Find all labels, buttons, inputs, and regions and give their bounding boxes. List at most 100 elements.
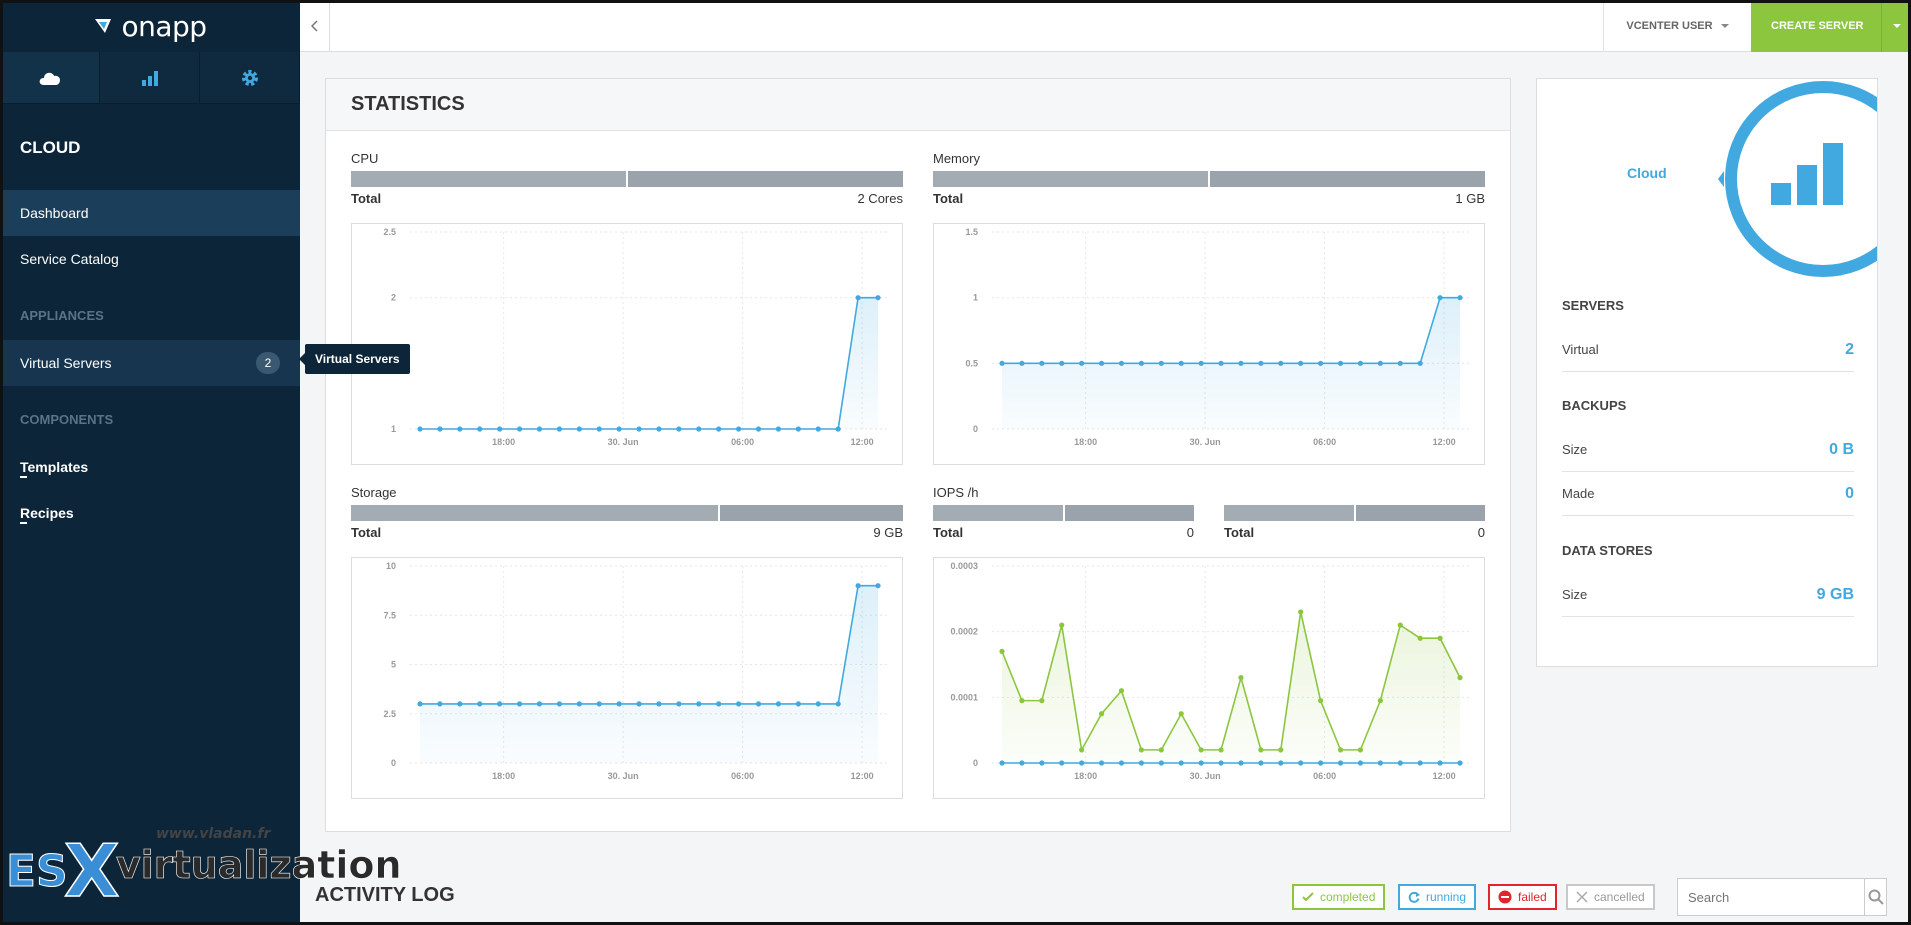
x-tick-label: 06:00 bbox=[1313, 437, 1336, 447]
tab-settings[interactable] bbox=[200, 52, 300, 103]
data-point bbox=[1098, 760, 1105, 766]
data-point bbox=[437, 426, 443, 432]
create-server-dropdown[interactable] bbox=[1881, 0, 1911, 52]
create-server-button[interactable]: CREATE SERVER bbox=[1751, 0, 1911, 52]
x-tick-label: 12:00 bbox=[851, 437, 874, 447]
data-point bbox=[1039, 698, 1045, 704]
x-tick-label: 18:00 bbox=[492, 771, 515, 781]
data-point bbox=[676, 701, 682, 707]
sidebar-item-templates[interactable]: Templates bbox=[0, 444, 300, 490]
backups-size-label: Size bbox=[1562, 442, 1588, 457]
data-point bbox=[1138, 760, 1144, 766]
sidebar: onapp CLOUD Dashboard Service Catalog bbox=[0, 0, 300, 925]
minus-circle-icon bbox=[1498, 890, 1512, 904]
filter-cancelled[interactable]: cancelled bbox=[1566, 884, 1655, 910]
data-point bbox=[1039, 360, 1045, 366]
data-point bbox=[1357, 360, 1364, 366]
sidebar-item-virtual-servers[interactable]: Virtual Servers 2 bbox=[0, 340, 300, 386]
logo[interactable]: onapp bbox=[0, 0, 300, 52]
search-button[interactable] bbox=[1864, 879, 1886, 915]
data-point bbox=[417, 426, 423, 432]
data-point bbox=[1357, 747, 1364, 753]
tab-cloud[interactable] bbox=[0, 52, 100, 103]
iops-write-value: 0 bbox=[1477, 525, 1485, 540]
sidebar-item-label: Dashboard bbox=[20, 205, 89, 221]
sidebar-item-label: Templates bbox=[20, 459, 89, 475]
y-tick-label: 0.0002 bbox=[950, 627, 978, 637]
x-tick-label: 18:00 bbox=[1074, 771, 1097, 781]
data-point bbox=[999, 360, 1005, 366]
y-tick-label: 5 bbox=[391, 660, 396, 670]
data-point bbox=[835, 701, 841, 707]
data-point bbox=[1337, 360, 1344, 366]
filter-running[interactable]: running bbox=[1398, 884, 1477, 910]
backups-size-row: Size 0 B bbox=[1562, 428, 1854, 472]
x-tick-label: 12:00 bbox=[851, 771, 874, 781]
series-line bbox=[420, 584, 878, 705]
data-point bbox=[1298, 609, 1304, 615]
x-tick-label: 18:00 bbox=[492, 437, 515, 447]
data-point bbox=[536, 701, 543, 707]
summary-label: Cloud bbox=[1627, 165, 1667, 181]
x-tick-label: 18:00 bbox=[1074, 437, 1097, 447]
data-point bbox=[835, 426, 841, 432]
bar-chart-icon bbox=[141, 70, 158, 86]
memory-title: Memory bbox=[933, 151, 980, 166]
iops-read-bar bbox=[933, 505, 1194, 521]
watermark-logo: www.vladan.fr ES X virtualization bbox=[6, 826, 402, 902]
data-point bbox=[1417, 760, 1423, 766]
servers-virtual-row[interactable]: Virtual 2 bbox=[1562, 328, 1854, 372]
servers-virtual-label: Virtual bbox=[1562, 342, 1599, 357]
chevron-left-icon bbox=[310, 20, 318, 32]
series-area bbox=[1002, 611, 1460, 763]
data-point bbox=[1079, 747, 1085, 753]
x-tick-label: 30. Jun bbox=[1190, 437, 1221, 447]
cpu-usage-bar bbox=[351, 171, 903, 187]
cpu-total-value: 2 Cores bbox=[857, 191, 903, 206]
y-tick-label: 1 bbox=[973, 293, 978, 303]
data-point bbox=[1118, 688, 1125, 694]
sidebar-item-dashboard[interactable]: Dashboard bbox=[0, 190, 300, 236]
x-tick-label: 30. Jun bbox=[608, 771, 639, 781]
series-line bbox=[1001, 611, 1461, 753]
data-point bbox=[1238, 675, 1244, 681]
filter-completed[interactable]: completed bbox=[1292, 884, 1386, 910]
filter-label: running bbox=[1426, 890, 1467, 904]
data-point bbox=[875, 295, 881, 301]
data-point bbox=[1457, 675, 1463, 681]
data-point bbox=[536, 426, 543, 432]
sidebar-item-service-catalog[interactable]: Service Catalog bbox=[0, 236, 300, 282]
y-tick-label: 2.5 bbox=[383, 227, 396, 237]
data-point bbox=[1337, 747, 1344, 753]
statistics-title: STATISTICS bbox=[326, 79, 1510, 131]
tab-statistics[interactable] bbox=[100, 52, 200, 103]
datastores-size-row: Size 9 GB bbox=[1562, 573, 1854, 617]
filter-label: completed bbox=[1320, 890, 1376, 904]
data-point bbox=[477, 426, 483, 432]
y-tick-label: 10 bbox=[386, 561, 396, 571]
filter-failed[interactable]: failed bbox=[1488, 884, 1557, 910]
data-point bbox=[596, 701, 602, 707]
data-point bbox=[1258, 747, 1264, 753]
data-point bbox=[1138, 360, 1144, 366]
memory-block: Memory Total 1 GB 0 0.5 1 1.5 18:00 30. Jun 06:… bbox=[933, 151, 1485, 465]
sidebar-item-recipes[interactable]: Recipes bbox=[0, 490, 300, 536]
data-point bbox=[1318, 360, 1324, 366]
data-point bbox=[1218, 747, 1224, 753]
data-point bbox=[775, 426, 782, 432]
data-point bbox=[755, 426, 762, 432]
y-tick-label: 1 bbox=[391, 424, 396, 434]
servers-virtual-value: 2 bbox=[1845, 340, 1854, 358]
iops-write-label: Total bbox=[1224, 525, 1255, 540]
collapse-sidebar-button[interactable] bbox=[300, 0, 330, 52]
data-point bbox=[596, 426, 602, 432]
servers-heading: SERVERS bbox=[1562, 298, 1624, 313]
data-point bbox=[1198, 760, 1204, 766]
activity-search bbox=[1677, 878, 1887, 916]
data-point bbox=[1357, 760, 1364, 766]
user-menu[interactable]: VCENTER USER bbox=[1603, 0, 1751, 52]
data-point bbox=[1178, 711, 1184, 717]
data-point bbox=[1118, 760, 1125, 766]
data-point bbox=[1437, 760, 1443, 766]
search-input[interactable] bbox=[1678, 879, 1864, 915]
